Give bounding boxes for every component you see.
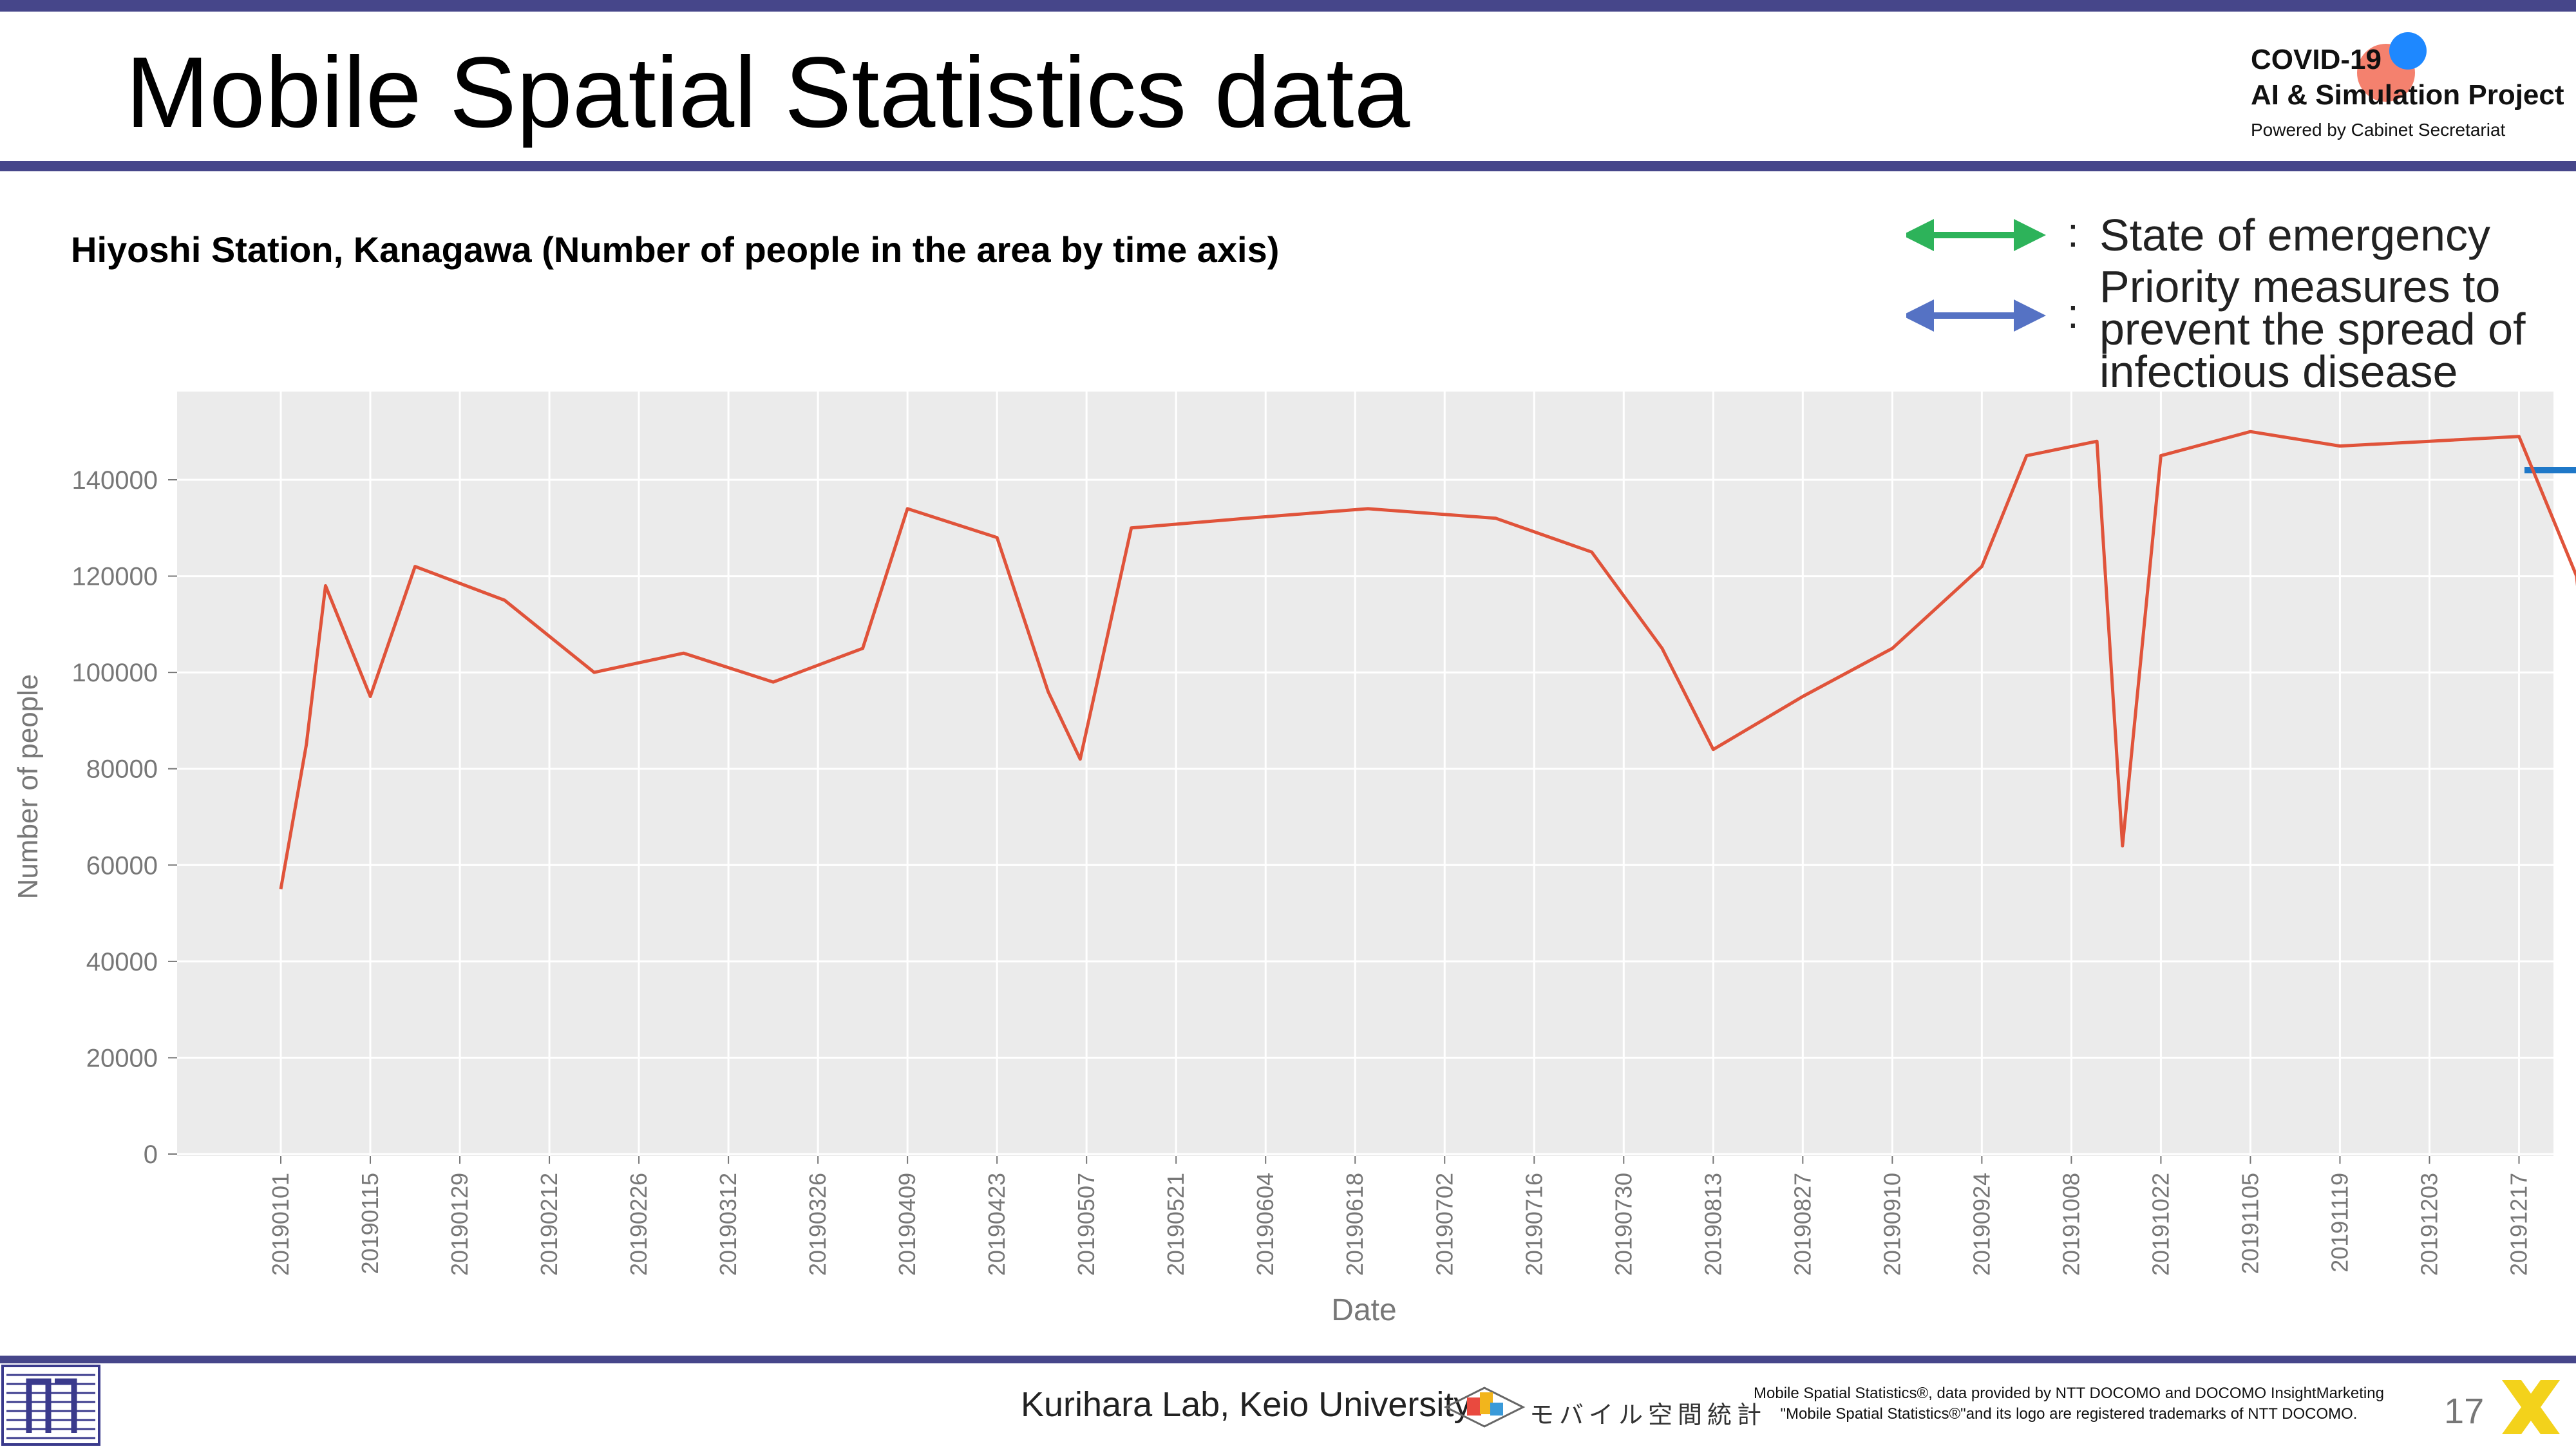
x-tick-label: 20191105	[2237, 1173, 2263, 1274]
people-count-line-chart: 0 20000 40000 60000 80000 100000 120000 140000 2…	[12, 392, 2576, 1327]
legend-arrows	[1906, 219, 2046, 251]
covid-project-logo: COVID-19 AI & Simulation Project Powered…	[2251, 32, 2564, 153]
brand-line-1: COVID-19	[2251, 44, 2382, 75]
x-tick-label: 20191217	[2506, 1173, 2532, 1276]
x-tick-label: 20190101	[267, 1173, 294, 1276]
x-brand-logo-icon	[2502, 1380, 2560, 1434]
x-tick-label: 20190521	[1162, 1173, 1189, 1276]
legend-label-priority-1: Priority measures to	[2099, 261, 2501, 312]
footer-note-2: "Mobile Spatial Statistics®"and its logo…	[1780, 1405, 2358, 1423]
brand-line-3: Powered by Cabinet Secretariat	[2251, 120, 2506, 140]
x-tick-label: 20190507	[1073, 1173, 1099, 1276]
logo-blue-dot-icon	[2389, 32, 2427, 70]
footer-note-1: Mobile Spatial Statistics®, data provide…	[1754, 1385, 2384, 1402]
y-tick-label: 0	[144, 1141, 158, 1169]
chart-legend: : State of emergency : Priority measures…	[1906, 206, 2557, 399]
page-title: Mobile Spatial Statistics data	[126, 37, 1410, 149]
y-tick-label: 120000	[72, 563, 158, 591]
y-tick-label: 100000	[72, 659, 158, 687]
x-tick-label: 20190212	[536, 1173, 562, 1276]
legend-colon-2: :	[2067, 290, 2079, 337]
plot-background	[177, 392, 2553, 1156]
x-tick-label: 20190409	[894, 1173, 920, 1276]
x-tick-label: 20190827	[1789, 1173, 1815, 1276]
keio-lab-logo-icon	[1, 1365, 100, 1446]
page-number: 17	[2444, 1390, 2485, 1431]
y-tick-label: 80000	[86, 755, 158, 784]
x-tick-label: 20190702	[1431, 1173, 1457, 1276]
mobile-spatial-statistics-logo: モバイル空間統計	[1443, 1378, 1761, 1436]
x-tick-label: 20190910	[1879, 1173, 1905, 1276]
footer-lab-name: Kurihara Lab, Keio University	[1021, 1385, 1472, 1424]
y-tick-label: 40000	[86, 948, 158, 976]
x-tick-label: 20190115	[357, 1173, 383, 1274]
x-tick-label: 20191119	[2326, 1173, 2353, 1273]
grid-lines	[177, 392, 2553, 1156]
legend-colon-1: :	[2067, 209, 2079, 256]
x-tick-label: 20190312	[715, 1173, 741, 1276]
mobile-logo-cube-icon	[1443, 1387, 1526, 1428]
x-tick-label: 20191203	[2416, 1173, 2442, 1276]
people-count-series-line	[279, 430, 2576, 890]
x-tick-label: 20190423	[983, 1173, 1010, 1276]
y-tick-label: 20000	[86, 1044, 158, 1072]
x-tick-label: 20190924	[1968, 1173, 1994, 1276]
x-tick-label: 20190730	[1610, 1173, 1636, 1276]
legend-label-emergency: State of emergency	[2099, 210, 2490, 260]
legend-label-priority-3: infectious disease	[2099, 346, 2458, 397]
x-tick-label: 20190129	[446, 1173, 473, 1276]
x-tick-label: 20191022	[2147, 1173, 2174, 1276]
top-accent-bar	[0, 0, 2576, 12]
y-tick-label: 60000	[86, 851, 158, 880]
x-tick-label: 20191008	[2058, 1173, 2084, 1276]
x-axis-label: Date	[1331, 1293, 1396, 1327]
x-tick-label: 20190716	[1520, 1173, 1547, 1276]
legend-label-priority-2: prevent the spread of	[2099, 304, 2526, 354]
footer-trademark-notes: Mobile Spatial Statistics®, data provide…	[1732, 1383, 2405, 1425]
y-tick-label: 140000	[72, 466, 158, 495]
x-tick-label: 20190813	[1700, 1173, 1726, 1276]
x-tick-label: 20190226	[625, 1173, 652, 1276]
title-divider	[0, 161, 2576, 171]
brand-line-2: AI & Simulation Project	[2251, 79, 2564, 111]
legend-arrow-blue-wrap	[1906, 299, 2046, 332]
x-tick-label: 20190604	[1252, 1173, 1278, 1276]
footer-divider	[0, 1356, 2576, 1363]
mobile-logo-text: モバイル空間統計	[1530, 1402, 1767, 1429]
chart-subtitle: Hiyoshi Station, Kanagawa (Number of peo…	[71, 229, 1280, 270]
x-tick-label: 20190326	[804, 1173, 831, 1276]
y-axis-label: Number of people	[12, 674, 44, 900]
x-tick-label: 20190618	[1341, 1173, 1368, 1276]
